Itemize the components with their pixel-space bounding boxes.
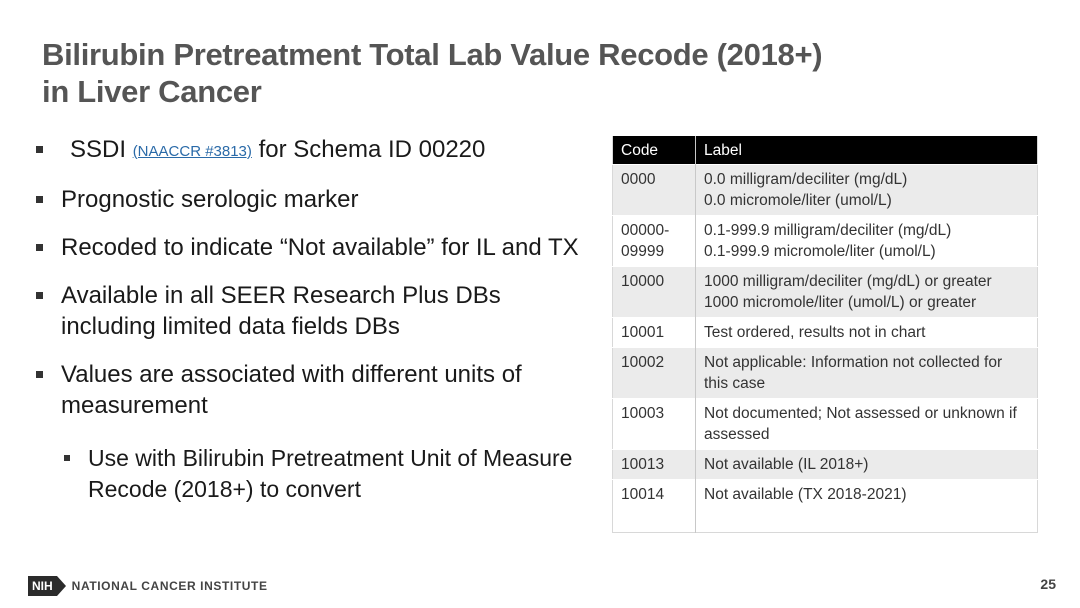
footer: NIH NATIONAL CANCER INSTITUTE	[28, 575, 268, 597]
cell-code: 00000- 09999	[612, 215, 696, 267]
bullet-list: SSDI (NAACCR #3813) for Schema ID 00220 …	[34, 134, 594, 522]
cell-code: 10003	[612, 398, 696, 450]
bullet-marker	[36, 244, 43, 251]
cell-code: 10001	[612, 317, 696, 348]
bullet-marker	[64, 455, 70, 461]
cell-label: 1000 milligram/deciliter (mg/dL) or grea…	[695, 266, 1038, 318]
cell-label: 0.1-999.9 milligram/deciliter (mg/dL) 0.1…	[695, 215, 1038, 267]
cell-code: 10002	[612, 347, 696, 399]
bullet-marker	[36, 196, 43, 203]
cell-label-line: Not available (TX 2018-2021)	[704, 486, 907, 503]
bullet-text: Prognostic serologic marker	[61, 186, 359, 213]
cell-label-line: Test ordered, results not in chart	[704, 324, 926, 341]
table-row: 0000 0.0 milligram/deciliter (mg/dL) 0.0 m…	[612, 164, 1038, 216]
table-row: 10000 1000 milligram/deciliter (mg/dL) or…	[612, 266, 1038, 318]
table-row: 10014 Not available (TX 2018-2021)	[612, 479, 1038, 533]
bullet-text: Values are associated with different uni…	[61, 361, 522, 419]
cell-label: 0.0 milligram/deciliter (mg/dL) 0.0 micro…	[695, 164, 1038, 216]
cell-label: Not documented; Not assessed or unknown …	[695, 398, 1038, 450]
bullet-prognostic: Prognostic serologic marker	[34, 184, 594, 215]
table-row: 10001 Test ordered, results not in chart	[612, 317, 1038, 348]
cell-label: Not available (TX 2018-2021)	[695, 479, 1038, 533]
code-label-table: Code Label 0000 0.0 milligram/deciliter (…	[612, 136, 1038, 533]
cell-label-line: 1000 micromole/liter (umol/L) or greater	[704, 294, 977, 311]
bullet-marker	[36, 371, 43, 378]
table-row: 10003 Not documented; Not assessed or unk…	[612, 398, 1038, 450]
cell-code: 10000	[612, 266, 696, 318]
nih-logo: NIH	[28, 576, 66, 596]
cell-label-line: Not documented; Not assessed or unknown …	[704, 405, 1017, 443]
cell-label-line: Not applicable: Information not collecte…	[704, 354, 1003, 392]
sub-bullet-convert: Use with Bilirubin Pretreatment Unit of …	[34, 443, 594, 505]
cell-code: 10014	[612, 479, 696, 533]
slide-title-line2: in Liver Cancer	[42, 74, 262, 109]
org-name: NATIONAL CANCER INSTITUTE	[71, 579, 268, 593]
cell-label-line: 0.1-999.9 milligram/deciliter (mg/dL)	[704, 222, 952, 239]
bullet-marker	[36, 292, 43, 299]
cell-label-line: 0.1-999.9 micromole/liter (umol/L)	[704, 243, 936, 260]
cell-label-line: 0.0 milligram/deciliter (mg/dL)	[704, 171, 908, 188]
table-header-row: Code Label	[612, 136, 1038, 165]
cell-label-line: 0.0 micromole/liter (umol/L)	[704, 192, 892, 209]
slide-title-line1: Bilirubin Pretreatment Total Lab Value R…	[42, 37, 823, 72]
cell-label: Not available (IL 2018+)	[695, 449, 1038, 480]
cell-label-line: Not available (IL 2018+)	[704, 456, 869, 473]
nih-logo-arrow-icon	[56, 576, 66, 596]
bullet-text: Use with Bilirubin Pretreatment Unit of …	[88, 445, 573, 502]
slide-title: Bilirubin Pretreatment Total Lab Value R…	[42, 36, 942, 110]
table-row: 10002 Not applicable: Information not col…	[612, 347, 1038, 399]
header-code: Code	[612, 136, 696, 165]
page-number: 25	[1040, 576, 1056, 592]
naaccr-link[interactable]: (NAACCR #3813)	[132, 143, 252, 160]
table-row: 10013 Not available (IL 2018+)	[612, 449, 1038, 480]
bullet-available: Available in all SEER Research Plus DBs …	[34, 280, 594, 342]
bullet-text: Available in all SEER Research Plus DBs …	[61, 282, 501, 340]
header-label: Label	[695, 136, 1038, 165]
cell-label: Test ordered, results not in chart	[695, 317, 1038, 348]
cell-code: 0000	[612, 164, 696, 216]
table-row: 00000- 09999 0.1-999.9 milligram/decilite…	[612, 215, 1038, 267]
nih-logo-text: NIH	[28, 576, 57, 596]
bullet-units: Values are associated with different uni…	[34, 359, 594, 421]
cell-label-line: 1000 milligram/deciliter (mg/dL) or grea…	[704, 273, 992, 290]
bullet-ssdi: SSDI (NAACCR #3813) for Schema ID 00220	[34, 134, 594, 167]
cell-code: 10013	[612, 449, 696, 480]
bullet-text: Recoded to indicate “Not available” for …	[61, 234, 579, 261]
bullet-marker	[36, 146, 43, 153]
bullet-recoded: Recoded to indicate “Not available” for …	[34, 232, 594, 263]
cell-label: Not applicable: Information not collecte…	[695, 347, 1038, 399]
bullet-ssdi-suffix: for Schema ID 00220	[258, 136, 486, 163]
bullet-ssdi-prefix: SSDI	[70, 136, 127, 163]
